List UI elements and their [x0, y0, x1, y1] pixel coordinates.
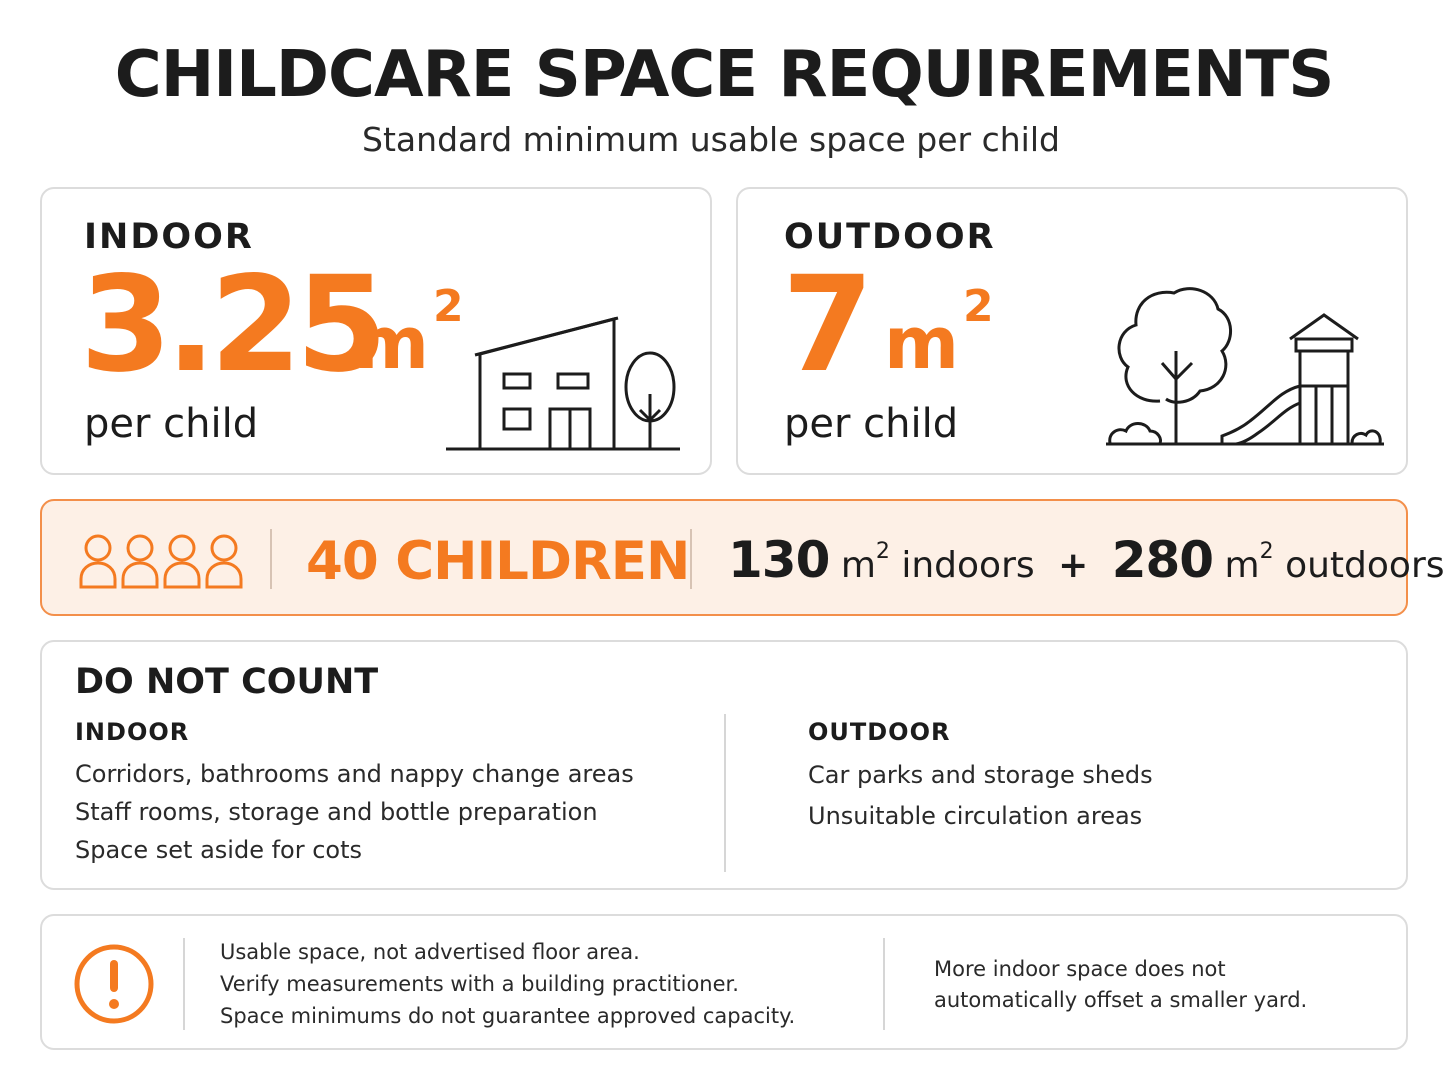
do-not-count-title: DO NOT COUNT — [75, 662, 379, 702]
indoor-total-word: indoors — [901, 545, 1035, 586]
dnc-divider — [724, 714, 726, 872]
summary-divider-2 — [690, 529, 692, 589]
list-item: Verify measurements with a building prac… — [220, 972, 739, 996]
space-totals: 130 m2 indoors + 280 m2 outdoors — [728, 531, 1445, 589]
children-count: 40 CHILDREN — [306, 531, 690, 592]
notes-list: Usable space, not advertised floor area.… — [220, 936, 795, 1032]
outdoor-label: OUTDOOR — [784, 217, 996, 257]
side-note: More indoor space does not automatically… — [934, 957, 1308, 1012]
indoor-unit: m2 — [354, 281, 464, 385]
dnc-outdoor-title: OUTDOOR — [808, 718, 951, 746]
indoor-card: INDOOR 3.25 m2 per child — [40, 187, 712, 475]
do-not-count-card: DO NOT COUNT INDOOR Corridors, bathrooms… — [40, 640, 1408, 890]
page-subtitle: Standard minimum usable space per child — [362, 120, 1060, 159]
list-item: Car parks and storage sheds — [808, 761, 1153, 789]
indoor-total: 130 — [728, 531, 830, 589]
list-item: Unsuitable circulation areas — [808, 802, 1143, 830]
house-with-tree-icon — [446, 316, 680, 451]
outdoor-unit: m2 — [884, 281, 994, 385]
exclamation-circle-icon — [74, 944, 154, 1024]
plus-sign: + — [1058, 545, 1089, 586]
indoor-label: INDOOR — [84, 217, 254, 257]
outdoor-value: 7 — [782, 248, 874, 402]
list-item: Space set aside for cots — [75, 836, 363, 864]
outdoor-total-unit: m2 — [1224, 539, 1274, 586]
page-title: CHILDCARE SPACE REQUIREMENTS — [114, 38, 1335, 112]
dnc-indoor-title: INDOOR — [75, 718, 190, 746]
list-item: Usable space, not advertised floor area. — [220, 940, 640, 964]
list-item: Staff rooms, storage and bottle preparat… — [75, 798, 598, 826]
summary-divider-1 — [270, 529, 272, 589]
outdoor-total-word: outdoors — [1285, 545, 1445, 586]
list-item: Corridors, bathrooms and nappy change ar… — [75, 760, 634, 788]
dnc-indoor-list: Corridors, bathrooms and nappy change ar… — [75, 755, 634, 869]
dnc-outdoor-list: Car parks and storage sheds Unsuitable c… — [808, 755, 1153, 837]
outdoor-total: 280 — [1111, 531, 1214, 589]
notes-divider-2 — [883, 938, 885, 1030]
indoor-total-unit: m2 — [840, 539, 890, 586]
outdoor-per-child: per child — [784, 401, 959, 447]
indoor-per-child: per child — [84, 401, 259, 447]
notes-card: Usable space, not advertised floor area.… — [40, 914, 1408, 1050]
summary-bar: 40 CHILDREN 130 m2 indoors + 280 m2 outd… — [40, 499, 1445, 616]
list-item: Space minimums do not guarantee approved… — [220, 1004, 796, 1028]
playground-tree-slide-icon — [1106, 287, 1384, 446]
notes-divider-1 — [183, 938, 185, 1030]
outdoor-card: OUTDOOR 7 m2 per child — [736, 187, 1408, 475]
four-children-icon — [79, 534, 243, 589]
indoor-value: 3.25 — [80, 248, 388, 402]
